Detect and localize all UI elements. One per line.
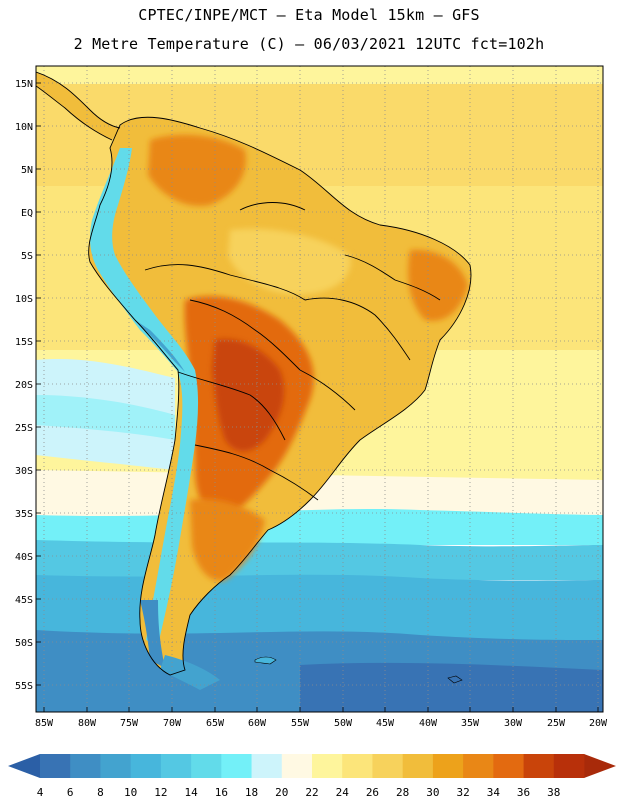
ocean-4-band <box>300 662 603 712</box>
venezuela-warm-region <box>148 134 246 206</box>
colorbar-swatch <box>463 754 494 778</box>
colorbar-label: 36 <box>517 786 530 799</box>
grid-lines <box>36 66 603 712</box>
map-frame <box>35 65 604 713</box>
tierra-del-fuego <box>160 655 220 690</box>
lon-label: 30W <box>504 718 523 729</box>
lon-label: 60W <box>248 718 267 729</box>
colorbar-high-arrow <box>584 754 616 778</box>
lat-label: 20S <box>15 380 33 391</box>
lon-label: 45W <box>376 718 395 729</box>
colorbar-label: 18 <box>245 786 258 799</box>
colorbar-label: 8 <box>97 786 104 799</box>
falkland-islands <box>254 656 277 665</box>
amazon-mild-region <box>228 228 351 295</box>
lat-label: 25S <box>15 423 33 434</box>
colorbar-label: 28 <box>396 786 409 799</box>
colorbar-swatch <box>191 754 222 778</box>
colorbar-swatch <box>342 754 373 778</box>
colorbar-label: 10 <box>124 786 137 799</box>
colorbar-label: 16 <box>215 786 228 799</box>
hottest-core <box>212 339 285 452</box>
colorbar-swatch <box>312 754 343 778</box>
colorbar-swatch <box>553 754 585 778</box>
political-borders <box>36 71 472 676</box>
axis-ticks <box>36 82 599 712</box>
lat-label: 55S <box>15 681 33 692</box>
lon-label: 80W <box>78 718 97 729</box>
colorbar: 4 6 8 10 12 14 16 18 20 22 24 26 28 30 32 34 36 38 <box>8 754 616 799</box>
colorbar-swatch <box>160 754 192 778</box>
colorbar-label: 30 <box>426 786 439 799</box>
lon-label: 40W <box>419 718 438 729</box>
south-georgia <box>447 675 463 684</box>
colorbar-swatch <box>493 754 524 778</box>
colorbar-label: 26 <box>366 786 379 799</box>
lon-label: 20W <box>589 718 608 729</box>
ocean-10-band <box>36 574 603 640</box>
central-america-land <box>36 72 120 140</box>
lat-label: 50S <box>15 638 33 649</box>
andes-cool-strip <box>90 148 199 645</box>
lat-label: 45S <box>15 595 33 606</box>
colorbar-label: 12 <box>154 786 167 799</box>
lat-label: EQ <box>21 208 33 219</box>
andes-cold-core <box>135 320 185 372</box>
lon-label: 75W <box>120 718 139 729</box>
colorbar-swatch <box>432 754 464 778</box>
colorbar-swatch <box>221 754 252 778</box>
northeast-brazil-warm <box>408 249 468 321</box>
lat-label: 35S <box>15 509 33 520</box>
colorbar-swatch <box>251 754 283 778</box>
map-title-line2: 2 Metre Temperature (C) – 06/03/2021 12U… <box>73 35 545 53</box>
colorbar-swatch <box>100 754 132 778</box>
lon-label: 55W <box>291 718 310 729</box>
patagonia-cold <box>140 600 165 668</box>
colorbar-label: 24 <box>336 786 350 799</box>
lat-label: 30S <box>15 466 33 477</box>
colorbar-swatch <box>523 754 555 778</box>
map-field <box>36 66 603 712</box>
lon-label: 25W <box>547 718 566 729</box>
map-title-line1: CPTEC/INPE/MCT – Eta Model 15km – GFS <box>138 6 480 24</box>
colorbar-label: 34 <box>487 786 501 799</box>
lon-label: 70W <box>163 718 182 729</box>
colorbar-swatch <box>372 754 404 778</box>
lat-label: 15S <box>15 337 33 348</box>
lon-label: 65W <box>206 718 225 729</box>
colorbar-label: 4 <box>37 786 44 799</box>
colorbar-label: 38 <box>547 786 560 799</box>
lat-label: 5N <box>21 165 33 176</box>
colorbar-label: 32 <box>456 786 469 799</box>
lat-label: 5S <box>21 251 33 262</box>
colorbar-swatch <box>40 754 71 778</box>
colorbar-swatch <box>281 754 313 778</box>
pacific-cool-core <box>36 395 175 440</box>
colorbar-low-arrow <box>8 754 40 778</box>
colorbar-label: 22 <box>305 786 318 799</box>
colorbar-swatch <box>130 754 162 778</box>
lat-label: 15N <box>15 79 33 90</box>
argentina-warm-region <box>190 498 265 581</box>
colorbar-swatch <box>402 754 434 778</box>
lat-label: 40S <box>15 552 33 563</box>
lat-label: 10N <box>15 122 33 133</box>
lat-label: 10S <box>15 294 33 305</box>
colorbar-label: 6 <box>67 786 74 799</box>
lon-label: 50W <box>334 718 353 729</box>
lon-label: 35W <box>461 718 480 729</box>
ocean-12-band <box>36 540 603 580</box>
colorbar-label: 14 <box>184 786 198 799</box>
colorbar-label: 20 <box>275 786 288 799</box>
lon-label: 85W <box>35 718 54 729</box>
ocean-top-band <box>36 66 603 84</box>
colorbar-swatch <box>70 754 101 778</box>
